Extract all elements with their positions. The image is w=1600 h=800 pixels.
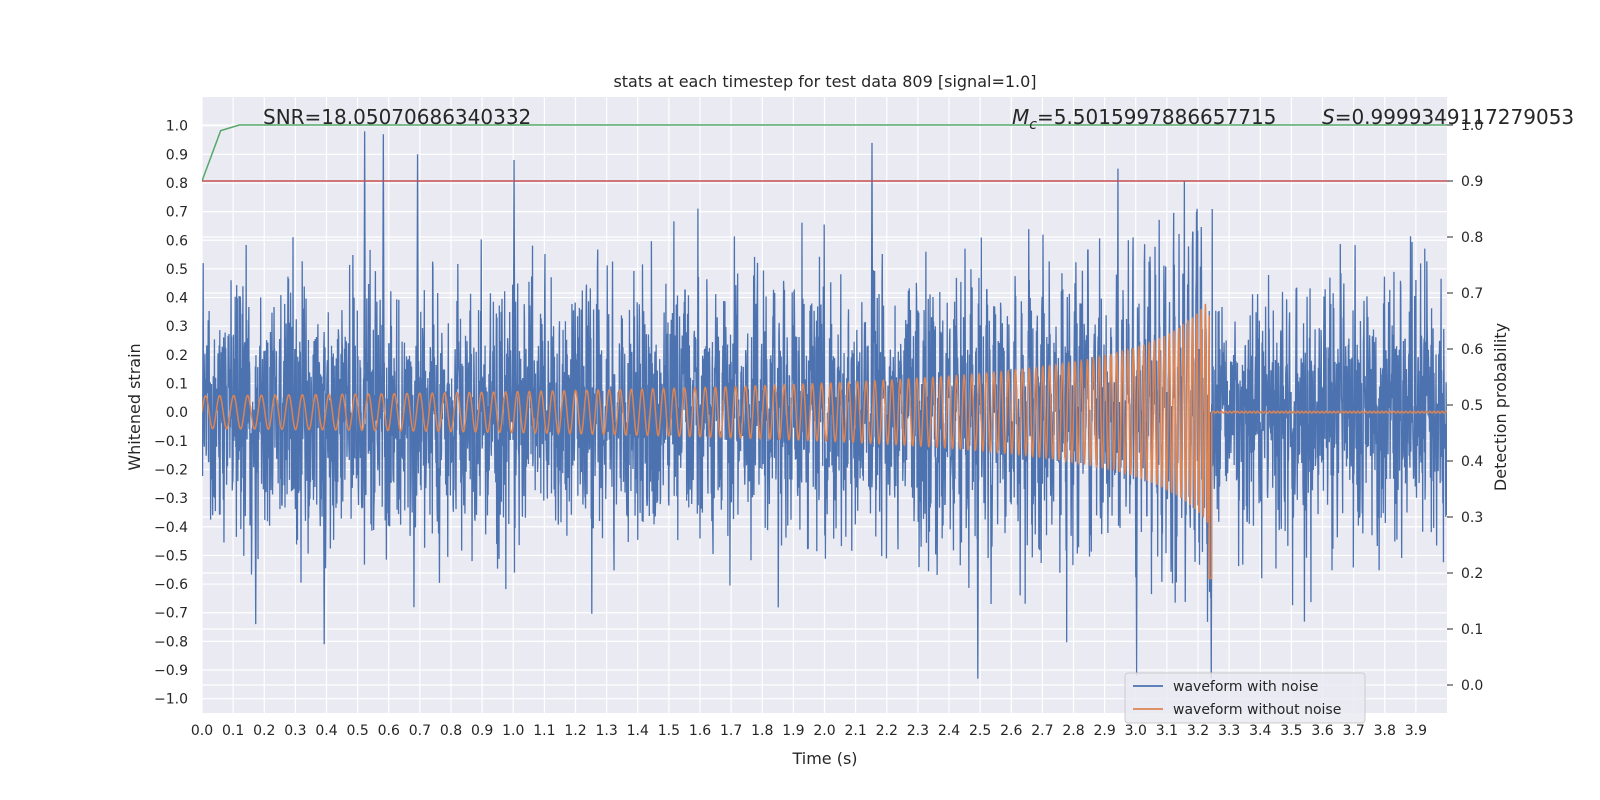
y2-tick-label: 0.8 bbox=[1461, 230, 1483, 246]
y-tick-label: −0.1 bbox=[154, 434, 188, 450]
x-tick-label: 3.7 bbox=[1342, 723, 1364, 739]
y-tick-label: −0.9 bbox=[154, 663, 188, 679]
x-tick-label: 1.3 bbox=[595, 723, 617, 739]
x-tick-label: 0.9 bbox=[471, 723, 493, 739]
x-tick-label: 0.1 bbox=[222, 723, 244, 739]
y2-tick-label: 1.0 bbox=[1461, 118, 1483, 134]
y-tick-label: 0.6 bbox=[166, 233, 188, 249]
y-tick-label: 0.5 bbox=[166, 262, 188, 278]
y-tick-label: 0.1 bbox=[166, 377, 188, 393]
x-tick-label: 3.5 bbox=[1280, 723, 1302, 739]
x-tick-label: 2.8 bbox=[1062, 723, 1084, 739]
x-tick-label: 1.7 bbox=[720, 723, 742, 739]
y2-tick-label: 0.4 bbox=[1461, 454, 1483, 470]
x-tick-label: 2.3 bbox=[907, 723, 929, 739]
y-tick-label: 1.0 bbox=[166, 119, 188, 135]
x-tick-label: 0.4 bbox=[315, 723, 337, 739]
y-tick-label: −0.3 bbox=[154, 491, 188, 507]
x-tick-label: 1.5 bbox=[658, 723, 680, 739]
x-tick-label: 2.5 bbox=[969, 723, 991, 739]
legend: waveform with noise waveform without noi… bbox=[1124, 672, 1366, 724]
x-tick-label: 2.1 bbox=[844, 723, 866, 739]
y-axis-ticks: 1.0 0.9 0.8 0.7 0.6 0.5 0.4 0.3 0.2 0.1 0.0 −0.1 −0.… bbox=[154, 119, 188, 708]
y2-tick-label: 0.9 bbox=[1461, 174, 1483, 190]
x-tick-label: 0.7 bbox=[409, 723, 431, 739]
x-axis-ticks: 0.0 0.1 0.2 0.3 0.4 0.5 0.6 0.7 0.8 0.9 1.0 1.1 1.2 1… bbox=[191, 723, 1427, 739]
y-tick-label: 0.0 bbox=[166, 405, 188, 421]
x-tick-label: 0.2 bbox=[253, 723, 275, 739]
x-tick-label: 1.0 bbox=[502, 723, 524, 739]
x-tick-label: 3.6 bbox=[1311, 723, 1333, 739]
y2-axis-ticks: 1.0 0.9 0.8 0.7 0.6 0.5 0.4 0.3 0.2 0.1 0.0 bbox=[1447, 118, 1483, 694]
y2-tick-label: 0.6 bbox=[1461, 342, 1483, 358]
y-tick-label: −0.2 bbox=[154, 462, 188, 478]
x-tick-label: 3.3 bbox=[1218, 723, 1240, 739]
x-tick-label: 2.9 bbox=[1093, 723, 1115, 739]
x-tick-label: 3.2 bbox=[1187, 723, 1209, 739]
y-tick-label: 0.4 bbox=[166, 291, 188, 307]
mc-symbol: M bbox=[1012, 105, 1029, 129]
mc-value: =5.5015997886657715 bbox=[1037, 105, 1276, 129]
chart-title: stats at each timestep for test data 809… bbox=[613, 72, 1036, 91]
x-tick-label: 2.2 bbox=[876, 723, 898, 739]
series-detection-probability bbox=[202, 124, 1447, 182]
x-tick-label: 3.1 bbox=[1156, 723, 1178, 739]
y2-tick-label: 0.2 bbox=[1461, 566, 1483, 582]
y2-tick-label: 0.5 bbox=[1461, 398, 1483, 414]
y-tick-label: 0.2 bbox=[166, 348, 188, 364]
snr-annotation: SNR=18.05070686340332 bbox=[263, 105, 531, 129]
y-tick-label: −0.7 bbox=[154, 606, 188, 622]
x-tick-label: 2.0 bbox=[813, 723, 835, 739]
legend-box bbox=[1124, 672, 1366, 724]
y-tick-label: −0.6 bbox=[154, 577, 188, 593]
x-tick-label: 3.9 bbox=[1405, 723, 1427, 739]
x-tick-label: 1.4 bbox=[627, 723, 649, 739]
x-tick-label: 3.8 bbox=[1374, 723, 1396, 739]
x-tick-label: 1.1 bbox=[533, 723, 555, 739]
x-tick-label: 2.6 bbox=[1000, 723, 1022, 739]
y-tick-label: −0.8 bbox=[154, 634, 188, 650]
x-tick-label: 1.9 bbox=[782, 723, 804, 739]
x-tick-label: 0.8 bbox=[440, 723, 462, 739]
x-tick-label: 0.6 bbox=[378, 723, 400, 739]
chirp-mass-annotation: Mc=5.5015997886657715 bbox=[1012, 105, 1276, 133]
x-tick-label: 1.6 bbox=[689, 723, 711, 739]
y2-tick-label: 0.3 bbox=[1461, 510, 1483, 526]
x-tick-label: 0.3 bbox=[284, 723, 306, 739]
y-tick-label: 0.9 bbox=[166, 147, 188, 163]
x-tick-label: 0.5 bbox=[346, 723, 368, 739]
y2-tick-label: 0.7 bbox=[1461, 286, 1483, 302]
s-symbol: S bbox=[1322, 105, 1335, 129]
s-value: =0.9999349117279053 bbox=[1335, 105, 1574, 129]
y2-axis-label: Detection probability bbox=[1491, 323, 1510, 491]
y-tick-label: −1.0 bbox=[154, 692, 188, 708]
s-annotation: S=0.9999349117279053 bbox=[1322, 105, 1574, 129]
x-tick-label: 3.4 bbox=[1249, 723, 1271, 739]
x-axis-label: Time (s) bbox=[791, 749, 857, 768]
y-tick-label: 0.7 bbox=[166, 205, 188, 221]
legend-label-noise: waveform with noise bbox=[1173, 679, 1318, 695]
mc-subscript: c bbox=[1029, 117, 1037, 133]
y2-tick-label: 0.1 bbox=[1461, 622, 1483, 638]
x-tick-label: 2.7 bbox=[1031, 723, 1053, 739]
y2-tick-label: 0.0 bbox=[1461, 678, 1483, 694]
legend-label-clean: waveform without noise bbox=[1173, 702, 1341, 718]
y-tick-label: −0.4 bbox=[154, 520, 188, 536]
y-axis-label: Whitened strain bbox=[125, 343, 144, 470]
x-tick-label: 2.4 bbox=[938, 723, 960, 739]
y-tick-label: −0.5 bbox=[154, 548, 188, 564]
x-tick-label: 3.0 bbox=[1125, 723, 1147, 739]
series-waveform-without-noise bbox=[202, 303, 1447, 580]
x-tick-label: 0.0 bbox=[191, 723, 213, 739]
x-tick-label: 1.8 bbox=[751, 723, 773, 739]
y-tick-label: 0.8 bbox=[166, 176, 188, 192]
x-tick-label: 1.2 bbox=[564, 723, 586, 739]
y-tick-label: 0.3 bbox=[166, 319, 188, 335]
